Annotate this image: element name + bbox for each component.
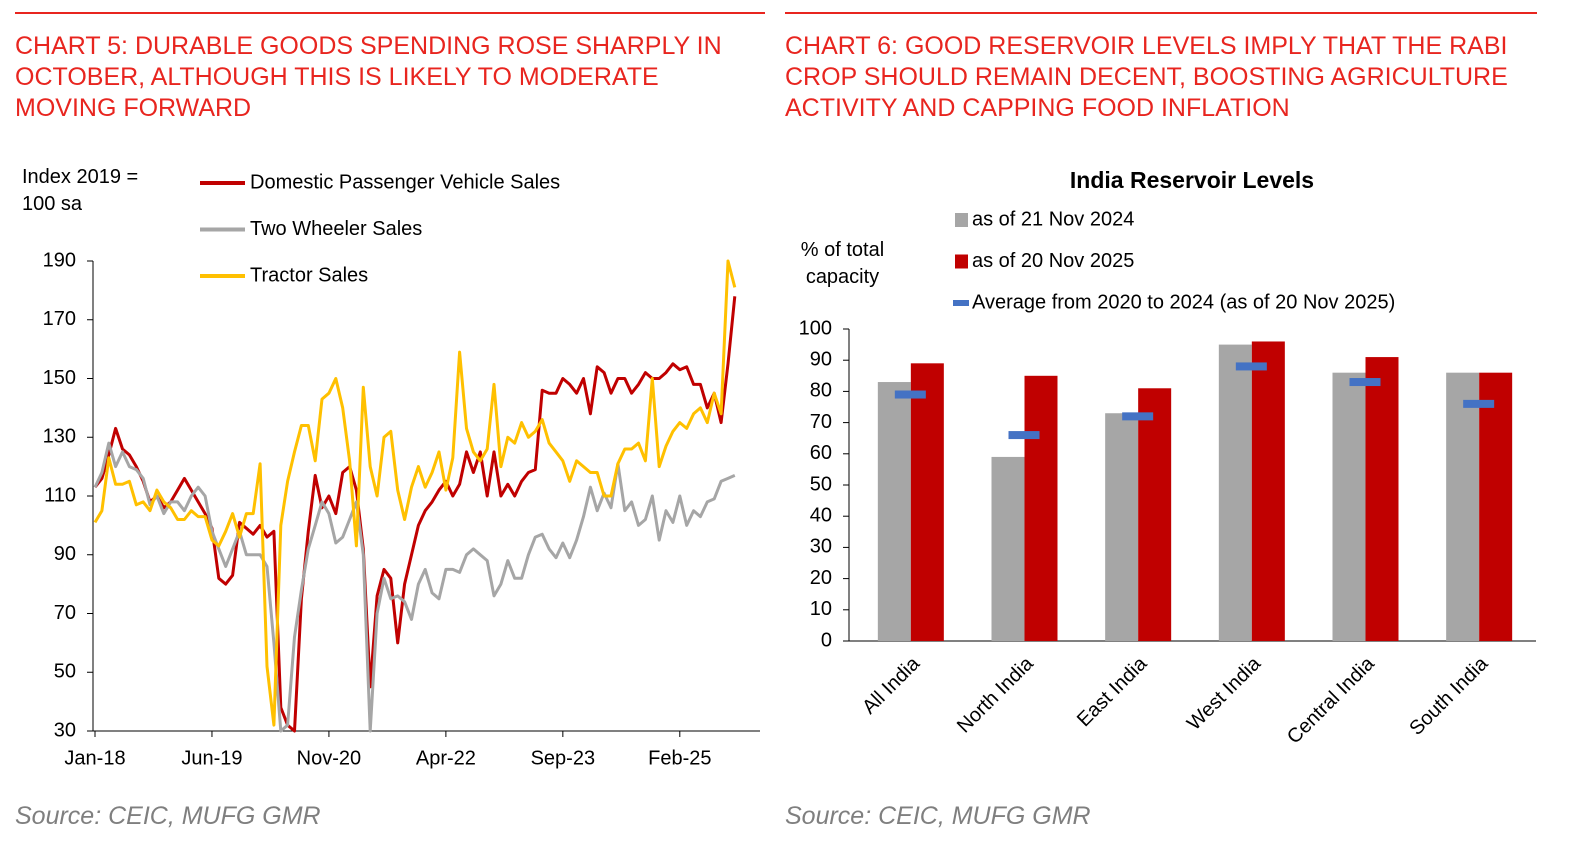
heading-rule bbox=[15, 12, 765, 14]
bar bbox=[1251, 341, 1285, 641]
y-tick-label: 190 bbox=[43, 249, 76, 271]
legend-swatch bbox=[955, 254, 968, 269]
y-axis-label: Index 2019 = 100 sa bbox=[22, 166, 139, 215]
y-tick-label: 110 bbox=[44, 484, 76, 506]
x-tick-label: West India bbox=[1183, 652, 1266, 735]
legend-label: as of 21 Nov 2024 bbox=[972, 208, 1134, 230]
y-tick-label: 30 bbox=[54, 719, 76, 741]
x-tick-label: Central India bbox=[1283, 652, 1379, 748]
y-tick-label: 130 bbox=[43, 426, 76, 448]
x-tick-label: Nov-20 bbox=[297, 747, 361, 769]
legend-label: Domestic Passenger Vehicle Sales bbox=[250, 171, 560, 193]
x-tick-label: Jun-19 bbox=[181, 747, 242, 769]
average-marker bbox=[1122, 412, 1154, 421]
bar bbox=[910, 363, 944, 641]
bar bbox=[1218, 344, 1252, 641]
y-tick-label: 150 bbox=[43, 367, 76, 389]
chart-heading: CHART 6: GOOD RESERVOIR LEVELS IMPLY THA… bbox=[785, 32, 1508, 122]
x-tick-label: Apr-22 bbox=[416, 747, 476, 769]
x-tick-label: South India bbox=[1405, 652, 1493, 740]
average-marker bbox=[1349, 378, 1381, 387]
y-tick-label: 60 bbox=[810, 442, 832, 464]
series-line bbox=[93, 296, 737, 733]
legend-label: Average from 2020 to 2024 (as of 20 Nov … bbox=[972, 291, 1395, 313]
y-tick-label: 100 bbox=[799, 317, 832, 339]
bar bbox=[877, 382, 911, 641]
y-tick-label: 20 bbox=[810, 567, 832, 589]
x-tick-label: East India bbox=[1073, 652, 1152, 731]
average-marker bbox=[1235, 362, 1267, 371]
average-marker bbox=[1463, 399, 1495, 408]
y-tick-label: 80 bbox=[810, 380, 832, 402]
legend-swatch bbox=[955, 213, 968, 227]
bar bbox=[1024, 375, 1058, 641]
bar bbox=[1479, 372, 1513, 641]
y-tick-label: 10 bbox=[810, 598, 832, 620]
bar bbox=[1446, 372, 1480, 641]
bar bbox=[1332, 372, 1366, 641]
y-tick-label: 70 bbox=[810, 411, 832, 433]
chart-heading: CHART 5: DURABLE GOODS SPENDING ROSE SHA… bbox=[15, 32, 722, 122]
y-tick-label: 40 bbox=[810, 504, 832, 526]
average-marker bbox=[894, 390, 926, 399]
legend-label: as of 20 Nov 2025 bbox=[972, 250, 1134, 272]
average-marker bbox=[1008, 431, 1040, 440]
y-tick-label: 70 bbox=[54, 602, 76, 624]
y-tick-label: 50 bbox=[54, 661, 76, 683]
y-tick-label: 0 bbox=[821, 629, 832, 651]
y-tick-label: 90 bbox=[810, 348, 832, 370]
source-note: Source: CEIC, MUFG GMR bbox=[15, 802, 321, 830]
series-line bbox=[93, 259, 737, 727]
series-line bbox=[93, 441, 736, 733]
bar bbox=[1138, 388, 1172, 641]
heading-rule bbox=[785, 12, 1537, 14]
legend-label: Two Wheeler Sales bbox=[250, 218, 422, 240]
chart-title: India Reservoir Levels bbox=[1070, 167, 1314, 193]
bar bbox=[1365, 357, 1399, 641]
y-tick-label: 170 bbox=[43, 308, 76, 330]
bar bbox=[1105, 413, 1139, 641]
bar bbox=[991, 456, 1025, 641]
x-tick-label: Sep-23 bbox=[531, 747, 596, 769]
legend-label: Tractor Sales bbox=[250, 264, 368, 286]
y-tick-label: 50 bbox=[810, 473, 832, 495]
y-tick-label: 30 bbox=[810, 536, 832, 558]
x-tick-label: All India bbox=[858, 652, 924, 718]
x-tick-label: Feb-25 bbox=[648, 747, 711, 769]
legend-swatch bbox=[953, 300, 969, 306]
source-note: Source: CEIC, MUFG GMR bbox=[785, 802, 1091, 830]
y-axis-label: % of total capacity bbox=[800, 239, 885, 288]
x-tick-label: Jan-18 bbox=[64, 747, 125, 769]
y-tick-label: 90 bbox=[54, 543, 76, 565]
x-tick-label: North India bbox=[953, 652, 1038, 737]
